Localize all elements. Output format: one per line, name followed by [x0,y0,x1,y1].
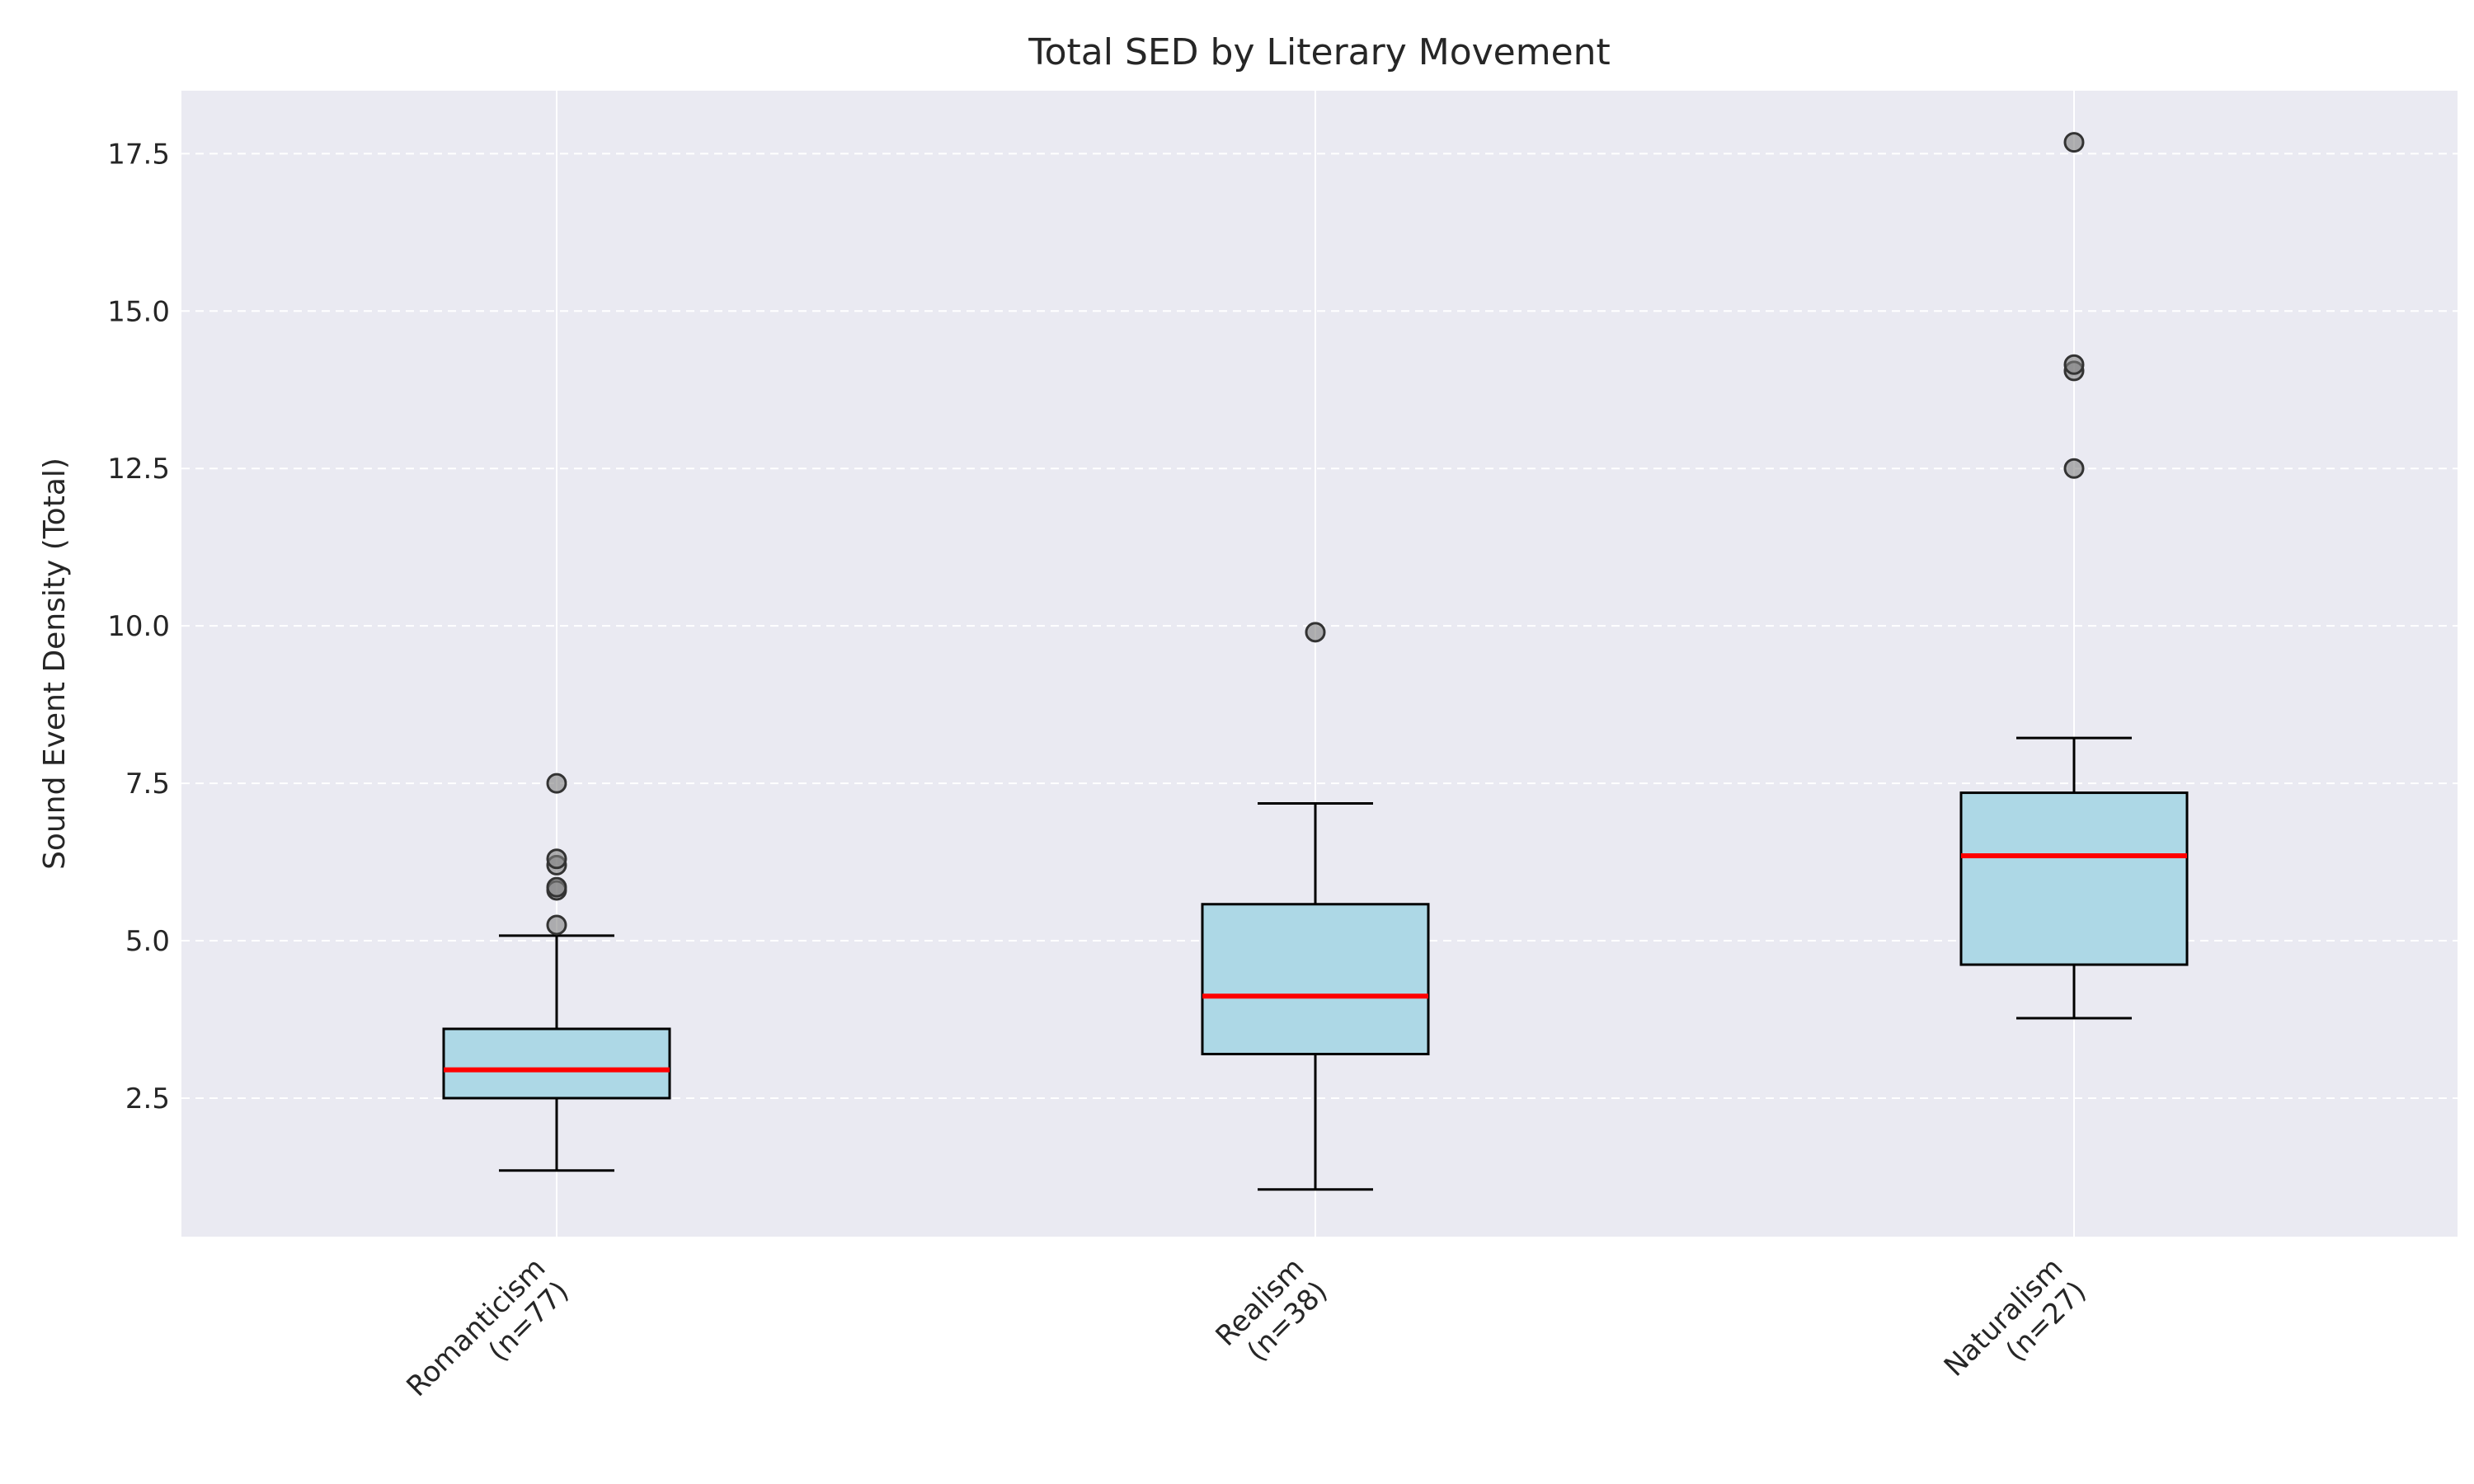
box-naturalism [1959,132,2189,1020]
y-tick-label: 10.0 [107,610,170,643]
iqr-box [442,1027,671,1100]
y-tick-label: 2.5 [125,1082,170,1115]
outlier-point [546,876,567,898]
iqr-box [1201,903,1430,1056]
outlier-point [1305,622,1326,643]
y-tick-label: 5.0 [125,925,170,958]
box-realism [1201,622,1430,1191]
boxes [442,132,2189,1191]
x-tick-label: Romanticism(n=77) [400,1252,575,1426]
x-tick-label: Naturalism(n=27) [1938,1252,2093,1407]
y-axis-label: Sound Event Density (Total) [38,458,72,870]
y-tick-label: 12.5 [107,453,170,486]
outlier-point [546,914,567,936]
y-tick-label: 7.5 [125,768,170,801]
y-axis-ticks: 2.5 5.0 7.5 10.0 12.5 15.0 17.5 [107,138,170,1115]
outlier-point [2063,132,2085,153]
y-tick-label: 15.0 [107,295,170,328]
outlier-point [2063,354,2085,375]
outlier-point [546,773,567,794]
iqr-box [1959,791,2189,966]
x-axis-ticks: Romanticism(n=77) Realism(n=38) Naturalism… [400,1252,2093,1426]
x-tick-label: Realism(n=38) [1210,1252,1334,1376]
y-tick-label: 17.5 [107,138,170,171]
box-romanticism [442,773,671,1172]
outlier-point [546,848,567,870]
outlier-point [2063,458,2085,479]
chart-title: Total SED by Literary Movement [1028,31,1611,73]
